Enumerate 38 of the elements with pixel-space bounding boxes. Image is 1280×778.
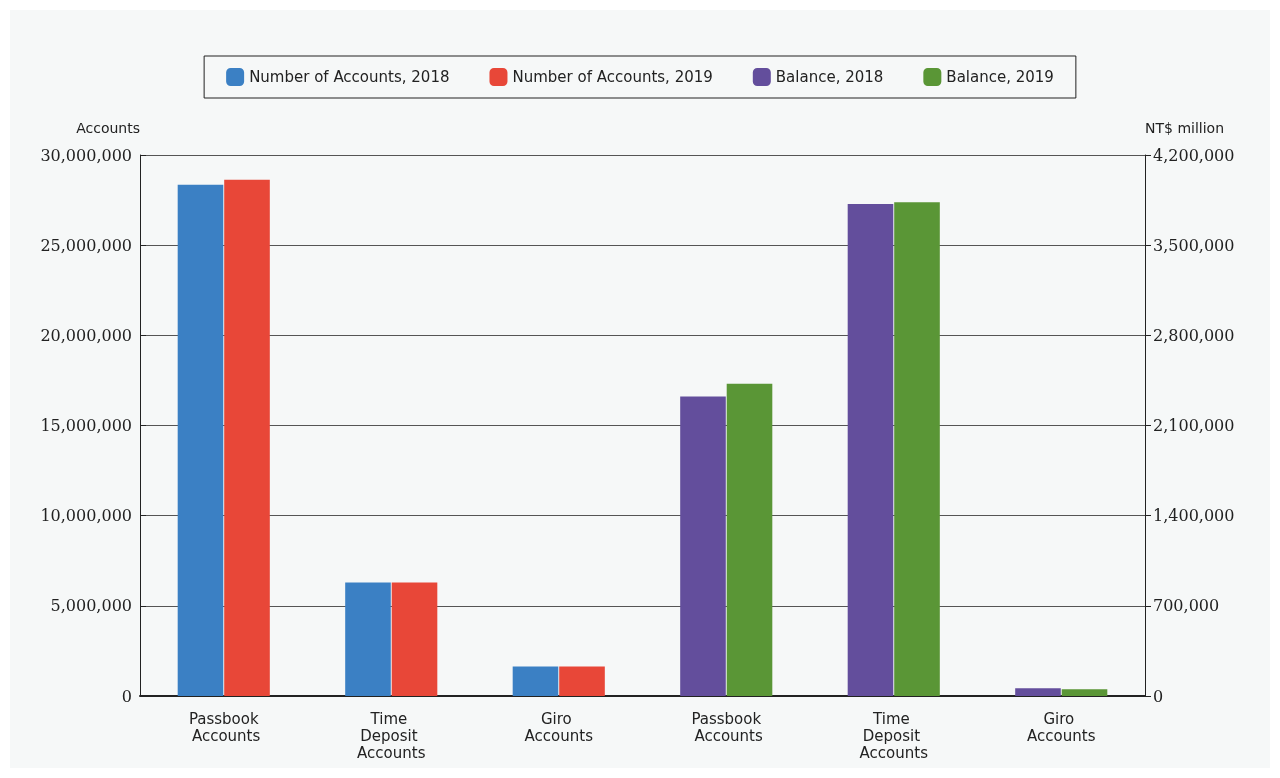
y2-tick-label: 1,400,000 (1153, 506, 1235, 526)
bar (1015, 688, 1061, 696)
x-tick-label: Time Deposit Accounts (357, 709, 426, 762)
y2-tick-label: 0 (1153, 686, 1164, 706)
x-tick-label: Passbook Accounts (187, 709, 261, 745)
x-tick-label: Giro Accounts (1027, 709, 1096, 745)
y2-tick-label: 2,100,000 (1153, 416, 1235, 435)
legend-label: Balance, 2019 (946, 68, 1054, 86)
legend-label: Balance, 2018 (775, 68, 884, 86)
y-tick-label: 25,000,000 (40, 235, 132, 255)
bar (847, 204, 894, 696)
bar (680, 396, 726, 696)
y-tick-label: 20,000,000 (40, 325, 132, 345)
y-tick-label: 0 (121, 686, 132, 706)
y2-tick-label: 2,800,000 (1153, 325, 1235, 345)
y2-tick-label: 700,000 (1153, 596, 1220, 616)
y2-axis-title: NT$ million (1145, 120, 1225, 136)
y2-tick-label: 3,500,000 (1153, 235, 1235, 255)
y-tick-label: 15,000,000 (40, 416, 132, 435)
bar (1061, 689, 1108, 696)
x-tick-label: Giro Accounts (524, 709, 594, 745)
y-tick-label: 30,000,000 (40, 145, 132, 165)
bar (391, 582, 438, 696)
y2-tick-label: 4,200,000 (1153, 145, 1235, 165)
y-tick-label: 10,000,000 (40, 506, 132, 526)
x-tick-label: Passbook Accounts (689, 709, 763, 745)
bar (224, 179, 270, 696)
y-tick-label: 5,000,000 (50, 596, 132, 616)
x-tick-label: Time Deposit Accounts (859, 709, 929, 762)
bar (345, 582, 391, 696)
bar (726, 383, 773, 696)
legend-label: Number of Accounts, 2019 (512, 68, 713, 86)
y-axis-title: Accounts (76, 120, 140, 136)
bar (894, 202, 940, 696)
bar (177, 184, 224, 696)
bar (559, 666, 605, 696)
legend-label: Number of Accounts, 2018 (249, 68, 450, 86)
bar (512, 666, 559, 696)
